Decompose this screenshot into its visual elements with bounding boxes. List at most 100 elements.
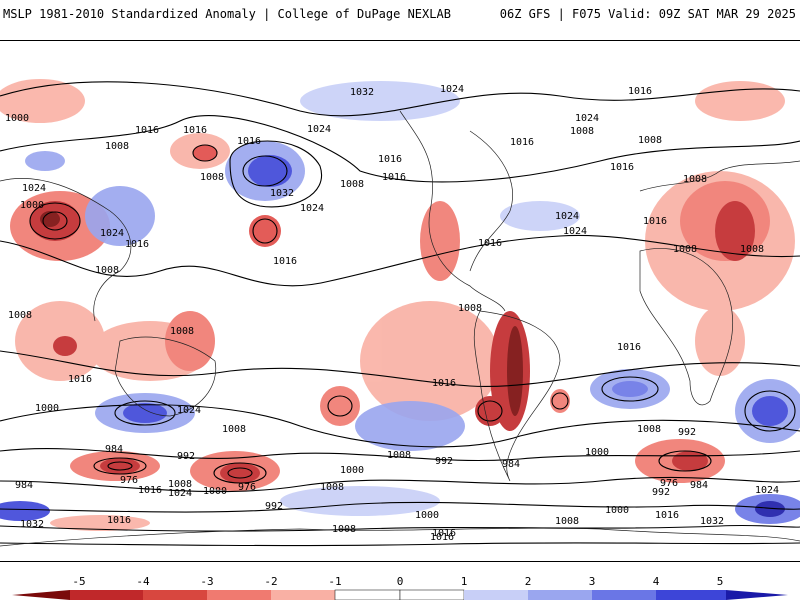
contour-label: 1008	[458, 303, 482, 314]
isobar	[42, 211, 68, 231]
coastline-australia	[114, 336, 217, 417]
contour-label: 1024	[755, 485, 779, 496]
contour-label: 1008	[637, 424, 661, 435]
isobar	[229, 140, 323, 208]
coastline-antarctica	[0, 527, 800, 547]
anomaly-blob	[420, 201, 460, 281]
anomaly-blob	[300, 81, 460, 121]
coastline-asia	[0, 178, 132, 322]
contour-label: 1016	[610, 162, 634, 173]
isobar	[477, 400, 503, 422]
contour-label: 1008	[105, 141, 129, 152]
colorbar-tick-label: -2	[264, 575, 278, 588]
isobar	[0, 501, 800, 513]
contour-label: 984	[690, 480, 708, 491]
colorbar-segment-pos3	[528, 590, 592, 600]
contour-label: 1000	[585, 447, 609, 458]
isobar	[29, 202, 81, 240]
isobar	[0, 115, 800, 183]
contour-label: 1024	[575, 113, 599, 124]
isobar	[114, 400, 176, 426]
contour-label: 1016	[432, 378, 456, 389]
anomaly-blob	[0, 501, 50, 521]
contour-label: 1032	[350, 87, 374, 98]
anomaly-blob	[755, 501, 785, 517]
contour-label: 1024	[22, 183, 46, 194]
contour-label: 1016	[510, 137, 534, 148]
isobar	[227, 467, 253, 479]
contour-label: 1016	[378, 154, 402, 165]
anomaly-blob	[165, 311, 215, 371]
anomaly-blob	[612, 381, 648, 397]
anomaly-blob	[100, 458, 140, 474]
anomaly-blob	[507, 326, 523, 416]
coastline-europe	[639, 160, 800, 192]
colorbar-segment-pos5	[656, 590, 726, 600]
contour-label: 1016	[478, 238, 502, 249]
contour-label: 1008	[387, 450, 411, 461]
contour-label: 992	[678, 427, 696, 438]
isobar	[0, 542, 800, 547]
isobar	[658, 450, 712, 472]
contour-label: 1000	[415, 510, 439, 521]
contour-label: 1016	[432, 528, 456, 539]
contour-label: 1008	[168, 479, 192, 490]
colorbar-tick-label: 2	[524, 575, 532, 588]
contour-label: 976	[238, 482, 256, 493]
coastline-africa	[639, 248, 734, 406]
coastline-north-america-east	[469, 130, 513, 272]
contour-label: 1008	[638, 135, 662, 146]
contour-label: 992	[652, 487, 670, 498]
map-svg: 1000 1008 1016 1024 1032 1024 1016 1016 …	[0, 79, 800, 547]
contour-label: 1024	[555, 211, 579, 222]
contour-label: 1032	[20, 519, 44, 530]
contour-label: 1000	[605, 505, 629, 516]
anomaly-blob	[40, 211, 60, 227]
colorbar-segment-neg1	[334, 589, 401, 601]
colorbar-tick-label: -5	[72, 575, 86, 588]
isobar	[0, 81, 800, 117]
model-run-info: 06Z GFS | F075 Valid: 09Z SAT MAR 29 202…	[499, 7, 796, 21]
isobar	[0, 448, 800, 462]
colorbar-tick-label: -4	[136, 575, 150, 588]
contour-label: 1024	[100, 228, 124, 239]
contour-label: 1024	[440, 84, 464, 95]
contour-label: 992	[265, 501, 283, 512]
colorbar: -5 -4 -3 -2 -1 0 1 2 3 4 5	[0, 570, 800, 601]
anomaly-blob	[360, 301, 500, 421]
contour-label: 1000	[340, 465, 364, 476]
contour-label: 1016	[138, 485, 162, 496]
contour-label: 1016	[135, 125, 159, 136]
contour-label: 1008	[340, 179, 364, 190]
contour-label: 1008	[222, 424, 246, 435]
colorbar-tick-label: 4	[652, 575, 660, 588]
anomaly-blob	[248, 155, 292, 187]
colorbar-segment-pos4	[592, 590, 656, 600]
colorbar-neg-arrow	[12, 590, 70, 600]
isobar	[242, 155, 288, 187]
contour-label: 1032	[700, 516, 724, 527]
anomaly-blob	[715, 201, 755, 261]
colorbar-tick-label: 1	[460, 575, 468, 588]
isobar	[0, 350, 800, 387]
anomaly-blob	[220, 463, 260, 483]
map-title: MSLP 1981-2010 Standardized Anomaly | Co…	[3, 7, 451, 21]
contour-label: 1008	[570, 126, 594, 137]
isobar	[744, 390, 796, 432]
contour-label: 1000	[5, 113, 29, 124]
coastline-south-america	[473, 310, 561, 482]
contour-label: 1024	[168, 488, 192, 499]
contour-label: 1000	[203, 486, 227, 497]
header: MSLP 1981-2010 Standardized Anomaly | Co…	[0, 0, 800, 30]
contour-label: 984	[502, 459, 520, 470]
contour-label: 976	[660, 478, 678, 489]
anomaly-blob	[320, 386, 360, 426]
isobar	[0, 476, 800, 493]
contour-label: 1016	[628, 86, 652, 97]
colorbar-tick-label: -1	[328, 575, 342, 588]
isobar	[192, 144, 218, 162]
anomaly-blob	[193, 145, 217, 161]
anomaly-blob	[500, 201, 580, 231]
anomaly-blob	[50, 515, 150, 531]
contour-label: 984	[15, 480, 33, 491]
